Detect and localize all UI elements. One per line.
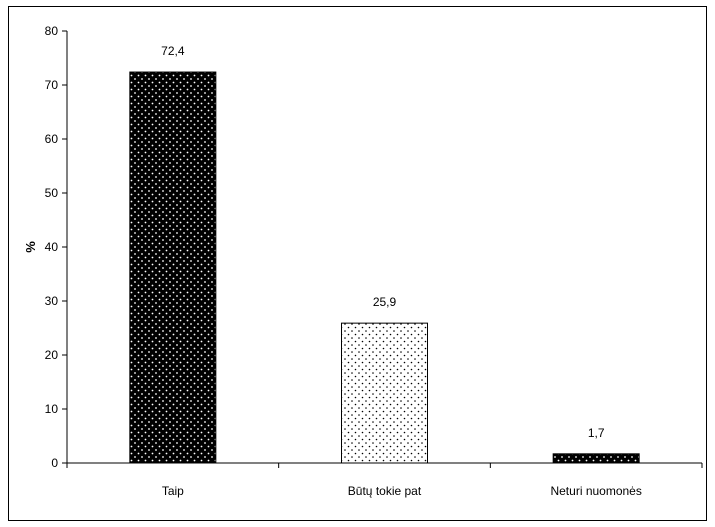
- y-tick-label: 40: [45, 240, 59, 254]
- y-axis-title: %: [23, 241, 38, 253]
- y-tick-label: 70: [45, 78, 59, 92]
- y-axis-ticks: 0 10 20 30 40 50 60 70 80: [45, 24, 67, 470]
- data-label-3: 1,7: [588, 426, 605, 440]
- y-tick-label: 0: [51, 456, 58, 470]
- y-tick-label: 80: [45, 24, 59, 38]
- bar-3: [552, 453, 640, 464]
- y-tick-label: 50: [45, 186, 59, 200]
- data-label-2: 25,9: [373, 295, 397, 309]
- bar-1: [129, 71, 217, 464]
- category-label-2: Būtų tokie pat: [348, 484, 422, 498]
- y-tick-label: 30: [45, 294, 59, 308]
- y-tick-label: 20: [45, 348, 59, 362]
- data-labels: 72,4 25,9 1,7: [161, 44, 605, 440]
- category-label-1: Taip: [162, 484, 184, 498]
- y-tick-label: 10: [45, 402, 59, 416]
- category-label-3: Neturi nuomonės: [550, 484, 641, 498]
- bar-2: [341, 322, 428, 464]
- data-label-1: 72,4: [161, 44, 185, 58]
- category-labels: Taip Būtų tokie pat Neturi nuomonės: [162, 484, 642, 498]
- y-tick-label: 60: [45, 132, 59, 146]
- bars: [129, 71, 640, 464]
